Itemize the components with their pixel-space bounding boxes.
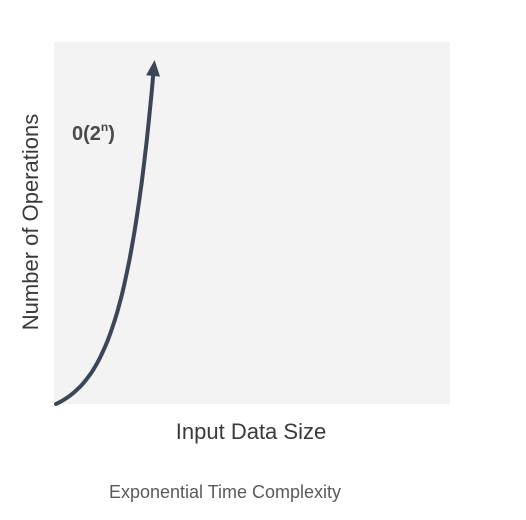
series-label-superscript: n (101, 120, 108, 134)
chart-caption: Exponential Time Complexity (108, 482, 342, 502)
x-axis-label: Input Data Size (176, 419, 326, 444)
arrowhead-icon (146, 60, 160, 77)
plot-area (54, 42, 450, 404)
y-axis-label: Number of Operations (18, 114, 43, 330)
series-label: 0(2n) (72, 120, 115, 145)
series-label-close: ) (108, 123, 115, 145)
series-line-exponential (54, 64, 156, 406)
series-label-base: 0(2 (72, 123, 101, 145)
